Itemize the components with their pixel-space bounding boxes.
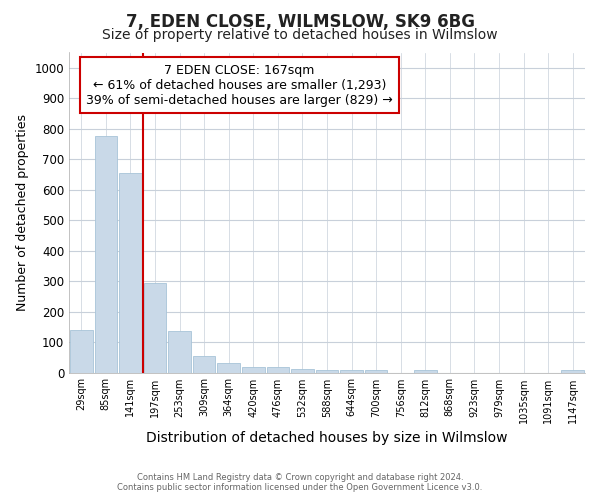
Text: 7 EDEN CLOSE: 167sqm
← 61% of detached houses are smaller (1,293)
39% of semi-de: 7 EDEN CLOSE: 167sqm ← 61% of detached h… bbox=[86, 64, 392, 106]
Bar bbox=[119, 173, 142, 372]
Bar bbox=[562, 370, 584, 372]
Bar bbox=[365, 370, 388, 372]
Bar bbox=[266, 367, 289, 372]
Bar bbox=[95, 136, 117, 372]
Bar bbox=[143, 282, 166, 372]
Bar bbox=[242, 367, 265, 372]
Y-axis label: Number of detached properties: Number of detached properties bbox=[16, 114, 29, 311]
Text: Contains HM Land Registry data © Crown copyright and database right 2024.
Contai: Contains HM Land Registry data © Crown c… bbox=[118, 473, 482, 492]
Bar bbox=[168, 332, 191, 372]
Bar bbox=[316, 370, 338, 372]
Bar bbox=[217, 364, 240, 372]
Bar bbox=[291, 370, 314, 372]
Bar bbox=[340, 370, 363, 372]
X-axis label: Distribution of detached houses by size in Wilmslow: Distribution of detached houses by size … bbox=[146, 431, 508, 445]
Text: Size of property relative to detached houses in Wilmslow: Size of property relative to detached ho… bbox=[102, 28, 498, 42]
Text: 7, EDEN CLOSE, WILMSLOW, SK9 6BG: 7, EDEN CLOSE, WILMSLOW, SK9 6BG bbox=[125, 12, 475, 30]
Bar bbox=[193, 356, 215, 372]
Bar bbox=[414, 370, 437, 372]
Bar bbox=[70, 330, 92, 372]
